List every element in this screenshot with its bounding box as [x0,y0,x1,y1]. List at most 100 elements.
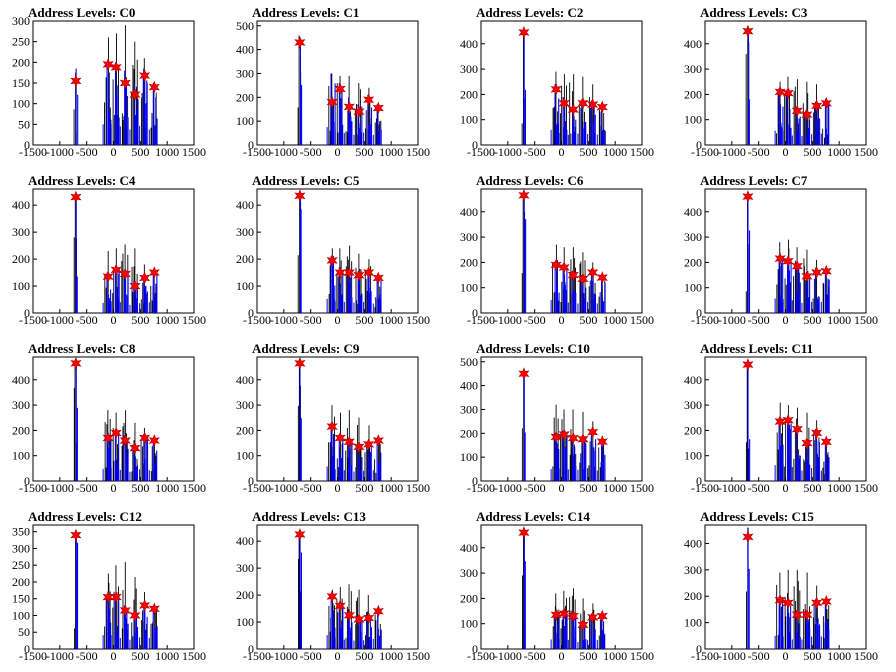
y-tick-label: 200 [684,87,702,101]
histogram-bars [297,35,382,145]
histogram-bars [73,194,158,313]
y-tick-label: 300 [460,62,478,76]
histogram-bars [746,527,830,649]
panel-title: Address Levels: C2 [476,5,584,20]
y-tick-label: 400 [684,37,702,51]
y-tick-label: 300 [236,225,254,239]
x-tick-label: -1500 [691,145,719,159]
x-tick-label: 1500 [854,145,878,159]
x-tick-label: 1500 [630,481,654,495]
histogram-plot: 0 100 200 300 400 -1500-1000 -500 0 500 1000 1500 [12,356,206,495]
peak-marker [558,607,570,620]
y-tick-label: 300 [460,566,478,580]
x-tick-label: 1500 [630,145,654,159]
x-tick-label: 1500 [182,649,206,663]
peak-marker [353,105,365,119]
peak-marker [326,590,338,603]
histogram-plot: 0 50 100 150 200 250 300 350 -1500-1000 -500 0 500 1… [12,524,206,663]
y-tick-label: 300 [12,225,30,239]
peak-marker [110,263,122,277]
peak-marker [518,367,530,381]
x-tick-label: -500 [748,481,770,495]
peak-marker [774,593,786,607]
histogram-bars [745,195,830,313]
x-tick-label: -500 [300,145,322,159]
peak-marker [353,440,365,454]
peak-marker [119,434,131,447]
peak-marker [782,413,794,427]
y-tick-label: 200 [12,252,30,266]
x-tick-label: -500 [524,313,546,327]
peak-marker [791,104,803,118]
x-tick-label: -1000 [270,481,298,495]
peak-marker [139,431,151,445]
peak-marker [70,356,82,370]
x-tick-label: 1000 [603,481,627,495]
y-tick-label: 200 [684,589,702,603]
x-tick-label: -500 [300,313,322,327]
x-tick-label: 1000 [603,649,627,663]
histogram-panel: Address Levels: C5 0 100 200 300 400 -1500 -100… [224,168,448,336]
peak-marker [343,608,355,622]
x-tick-label: 1500 [406,145,430,159]
x-tick-label: -500 [748,145,770,159]
x-tick-label: -1000 [270,649,298,663]
x-tick-label: 0 [335,649,341,663]
peak-marker [102,270,114,284]
y-tick-label: 400 [236,373,254,387]
plot-frame [704,20,867,146]
peak-marker [326,95,338,109]
peak-marker [518,25,530,39]
x-tick-label: -500 [76,145,98,159]
panel-title: Address Levels: C11 [700,341,814,356]
peak-marker [811,426,823,440]
x-tick-label: 1000 [827,313,851,327]
x-tick-label: 500 [131,145,149,159]
y-tick-label: 200 [460,87,478,101]
x-tick-label: 1500 [854,481,878,495]
x-tick-label: 500 [579,313,597,327]
peak-marker [148,80,160,94]
x-tick-label: -1500 [691,481,719,495]
y-tick-label: 400 [12,198,30,212]
histogram-panel: Address Levels: C1 0 100 200 300 400 500 -1500-… [224,0,448,168]
peak-marker [782,86,794,100]
x-tick-label: -1500 [691,649,719,663]
panel-title: Address Levels: C9 [252,341,360,356]
histogram-plot: 0 100 200 300 400 -1500-1000 -500 0 500 1000 1500 [684,20,878,159]
x-tick-label: 0 [559,649,565,663]
x-tick-label: 1500 [182,145,206,159]
peak-marker [567,431,579,445]
x-tick-label: 0 [111,649,117,663]
peak-marker [294,36,306,49]
peak-marker [326,420,338,434]
peak-marker [353,612,365,626]
x-tick-label: 500 [355,145,373,159]
x-tick-label: -1500 [243,649,271,663]
peak-marker [742,358,754,372]
histogram-plot: 0 100 200 300 400 500 -1500-1000 -500 0 500 1000 15… [460,355,654,495]
peak-marker [811,596,823,610]
peak-marker [139,69,151,82]
panel-title: Address Levels: C14 [476,509,590,524]
peak-marker [820,595,832,608]
x-tick-label: -1000 [494,313,522,327]
x-tick-label: -1500 [467,145,495,159]
peak-marker [587,425,599,439]
x-tick-label: 1000 [827,649,851,663]
peak-marker [791,422,803,436]
peak-marker [596,271,608,284]
x-tick-label: -1000 [494,481,522,495]
histogram-panel: Address Levels: C13 0 100 200 300 400 -1500 -10… [224,504,448,672]
y-tick-label: 0 [24,474,30,488]
x-tick-label: 500 [579,481,597,495]
peak-marker [791,259,803,273]
peak-marker [148,434,160,447]
x-tick-label: -1000 [494,145,522,159]
y-tick-label: 400 [684,205,702,219]
y-tick-label: 300 [12,541,30,555]
peak-marker [596,435,608,449]
peak-marker [567,268,579,282]
x-tick-label: 500 [355,649,373,663]
y-tick-label: 200 [12,55,30,69]
